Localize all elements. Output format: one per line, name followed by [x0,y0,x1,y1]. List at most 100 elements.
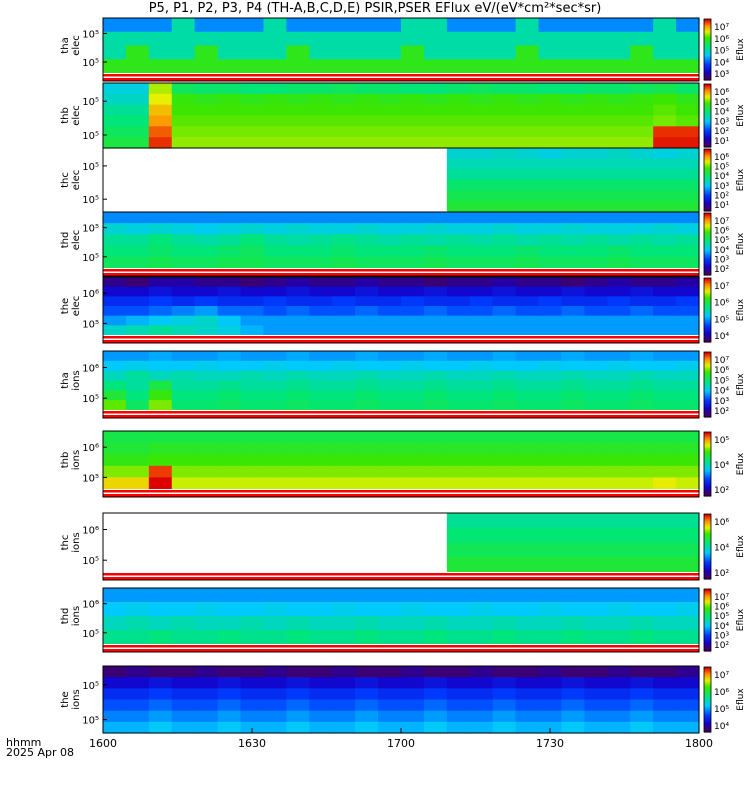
colorbar-segment [704,688,711,691]
heatmap-cell [148,666,173,678]
heatmap-cell [607,721,631,734]
colorbar-segment [704,340,711,343]
heatmap-cell [240,45,265,60]
y-tick-label: 10⁵ [82,716,99,727]
heatmap-cell [561,721,585,734]
colorbar-segment [704,51,711,54]
colorbar-segment [704,540,711,543]
colorbar-segment [704,530,711,533]
heatmap-cell [378,137,402,149]
heatmap-cell [148,454,173,467]
colorbar-segment [704,186,711,189]
heatmap-cell [286,212,310,224]
colorbar-segment [704,492,711,495]
heatmap-cell [561,223,585,235]
heatmap-cell [492,454,517,467]
heatmap-cell [103,721,127,734]
heatmap-cell [584,245,608,258]
colorbar-segment [704,281,711,284]
heatmap-cell [492,513,517,529]
colorbar-segment [704,217,711,220]
heatmap-cell [561,45,585,60]
heatmap-cell [676,677,700,689]
heatmap-cell [676,190,700,202]
colorbar-segment [704,161,711,164]
heatmap-cell [446,400,471,411]
colorbar-tick-label: 10⁶ [714,366,729,376]
heatmap-cell [332,115,356,127]
heatmap-cell [469,190,494,202]
heatmap-cell [561,454,585,467]
colorbar-segment [704,407,711,410]
colorbar-segment [704,75,711,78]
heatmap-cell [125,360,150,372]
y-tick-label: 10⁵ [82,224,99,235]
heatmap-cell [630,400,654,411]
heatmap-cell [469,360,494,372]
heatmap-cell [217,256,242,269]
panel-frame [102,587,700,653]
heatmap-cell [653,93,677,106]
heatmap-cell [515,630,540,645]
heatmap-cell [332,245,356,258]
colorbar-tick-label: 10⁶ [714,299,729,309]
heatmap-cell [171,45,196,60]
colorbar-segment [704,37,711,40]
heatmap-cell [469,45,494,60]
heatmap-cell [607,315,631,326]
heatmap-cell [446,630,471,645]
heatmap-cell [263,83,287,95]
colorbar-frame [703,666,712,733]
heatmap-cell [515,104,540,117]
heatmap-cell [240,710,265,723]
heatmap-cell [492,286,517,297]
flag-stripe [103,269,699,272]
colorbar-segment [704,387,711,390]
heatmap-cell [194,602,219,617]
heatmap-cell [423,104,448,117]
heatmap-cell [217,370,242,382]
heatmap-cell [423,315,448,326]
heatmap-cell [653,442,677,455]
colorbar-segment [704,91,711,95]
heatmap-cell [446,137,471,149]
heatmap-cell [630,380,654,391]
heatmap-cell [401,31,425,47]
colorbar-segment [704,216,711,219]
colorbar-segment [704,58,711,61]
colorbar-segment [704,601,711,604]
heatmap-cell [332,699,356,712]
heatmap-cell [446,351,471,362]
heatmap-cell [469,277,494,288]
colorbar-segment [704,494,711,497]
colorbar-segment [704,462,711,465]
heatmap-cell [286,245,310,258]
colorbar-segment [704,284,711,287]
heatmap-cell [446,93,471,106]
heatmap-cell [332,104,356,117]
colorbar-segment [704,102,711,106]
heatmap-cell [676,390,700,401]
heatmap-cell [401,306,425,317]
heatmap-cell [515,169,540,181]
heatmap-cell [607,148,631,160]
colorbar-segment [704,60,711,63]
heatmap-cell [561,115,585,127]
heatmap-cell [492,234,517,247]
heatmap-cell [653,465,677,478]
colorbar-segment [704,727,711,730]
heatmap-cell [538,180,563,192]
heatmap-cell [332,256,356,269]
heatmap-cell [309,616,333,631]
heatmap-cell [561,527,585,544]
heatmap-cell [263,59,287,74]
colorbar-segment [704,66,711,69]
heatmap-cell [423,454,448,467]
heatmap-cell [584,370,608,382]
heatmap-cell [676,201,700,213]
colorbar-segment [704,722,711,725]
colorbar-segment [704,694,711,697]
colorbar-segment [704,261,711,264]
heatmap-cell [469,180,494,192]
heatmap-cell [309,212,333,224]
